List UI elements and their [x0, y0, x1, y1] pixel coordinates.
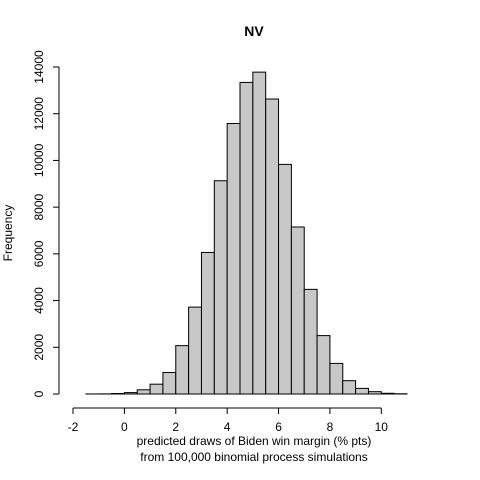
histogram-bar	[380, 392, 395, 395]
y-tick-label: 14000	[32, 50, 46, 84]
histogram-bar	[252, 71, 267, 395]
histogram-bar	[278, 163, 292, 395]
histogram-bar	[265, 98, 280, 395]
histogram-bar	[136, 389, 151, 395]
y-tick-label: 4000	[32, 287, 46, 314]
y-tick-label: 6000	[32, 240, 46, 267]
y-axis: 0 2000 4000 6000 8000 10000 12000 14000	[32, 50, 60, 397]
x-tick-label: 8	[327, 420, 334, 434]
histogram-bar	[213, 180, 228, 395]
histogram-bar	[355, 387, 369, 395]
x-tick-label: 10	[375, 420, 389, 434]
y-tick-label: 12000	[32, 97, 46, 131]
y-tick-label: 2000	[32, 334, 46, 361]
x-tick-label: 6	[275, 420, 282, 434]
histogram-bar	[123, 392, 138, 395]
x-axis-label-line2: from 100,000 binomial process simulation…	[140, 450, 367, 464]
histogram-bar	[342, 380, 357, 395]
y-tick-label: 8000	[32, 193, 46, 220]
histogram-bar	[290, 226, 305, 395]
histogram-bar	[226, 123, 241, 395]
histogram-bar	[367, 391, 382, 395]
histogram-bar	[303, 288, 318, 395]
histogram-bar	[175, 345, 190, 395]
x-tick-label: -2	[68, 420, 79, 434]
histogram-bar	[329, 362, 344, 395]
histogram-bar	[149, 383, 164, 395]
histogram-bar	[200, 251, 215, 395]
y-tick-label: 10000	[32, 143, 46, 177]
histogram-bar	[188, 306, 202, 395]
x-axis: -2 0 2 4 6 8 10	[68, 407, 389, 434]
chart-title: NV	[244, 23, 264, 39]
x-axis-label: predicted draws of Biden win margin (% p…	[137, 434, 372, 448]
y-tick-label: 0	[32, 390, 46, 397]
x-tick-label: 0	[121, 420, 128, 434]
x-tick-label: 4	[224, 420, 231, 434]
bars-group	[85, 71, 408, 395]
histogram-bar	[162, 372, 177, 395]
x-tick-label: 2	[172, 420, 179, 434]
y-axis-label: Frequency	[1, 205, 15, 262]
histogram-bar	[239, 81, 254, 395]
histogram-bar	[316, 335, 331, 395]
